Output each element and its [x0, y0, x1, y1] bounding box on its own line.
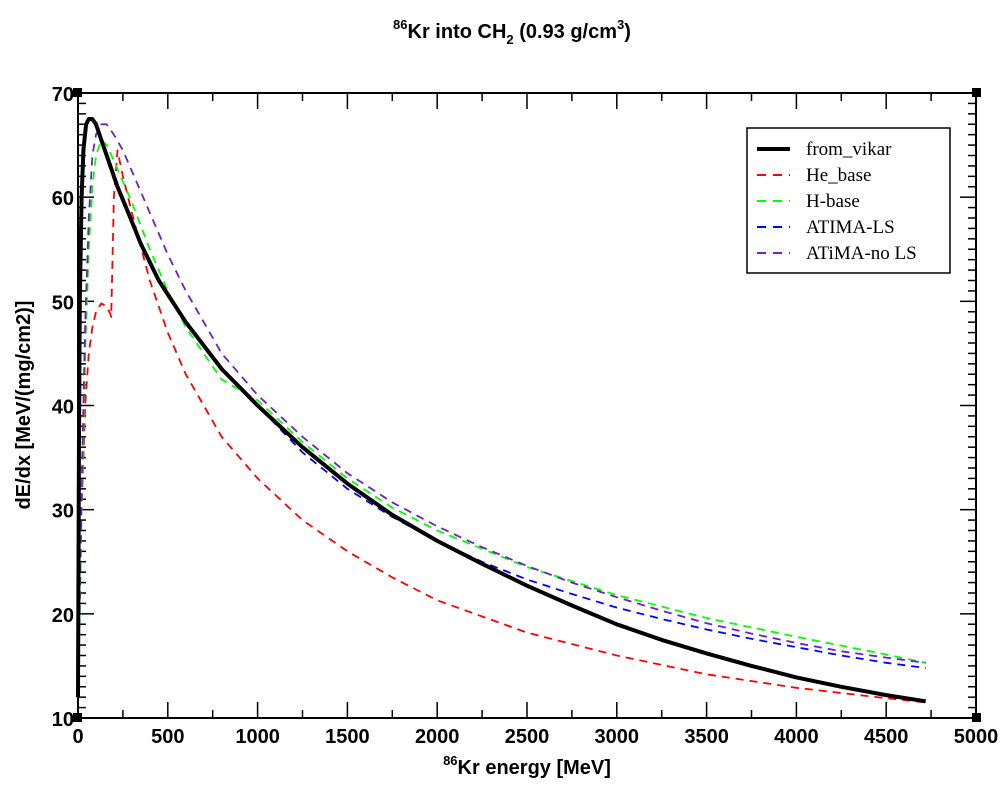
title-superscript: 3 — [617, 17, 624, 32]
series-line-from-vikar — [76, 117, 927, 704]
y-tick-label: 40 — [52, 397, 74, 419]
corner-marker-bottom-right — [972, 713, 981, 722]
axis-tick-labels: 0 500 1000 1500 2000 2500 3000 3500 4000 4500 5000… — [52, 84, 999, 748]
y-tick-label: 10 — [52, 709, 74, 731]
legend-label: H-base — [806, 191, 860, 212]
x-tick-label: 4000 — [774, 726, 819, 748]
y-tick-label: 70 — [52, 84, 74, 106]
y-axis-title: dE/dx [MeV/(mg/cm2)] — [13, 301, 35, 510]
corner-marker-top-right — [972, 88, 981, 97]
x-axis-title-mass-number: 86 — [443, 753, 457, 768]
x-tick-label: 0 — [72, 726, 83, 748]
legend-label: from_vikar — [806, 139, 892, 160]
series-line-atima-ls — [221, 368, 926, 669]
x-tick-label: 500 — [151, 726, 184, 748]
x-tick-label: 1500 — [325, 726, 370, 748]
chart-title: 86Kr into CH2 (0.93 g/cm3) — [393, 17, 631, 47]
title-mass-number: 86 — [393, 17, 407, 32]
x-axis-title: 86Kr energy [MeV] — [443, 753, 611, 779]
x-tick-label: 1000 — [235, 726, 280, 748]
y-tick-label: 30 — [52, 501, 74, 523]
y-tick-label: 20 — [52, 605, 74, 627]
series-layer — [76, 117, 927, 704]
legend-label: He_base — [806, 165, 871, 186]
x-tick-label: 4500 — [864, 726, 909, 748]
title-subscript: 2 — [506, 32, 513, 47]
legend: from_vikar He_base H-base ATIMA-LS ATiMA-no … — [746, 127, 951, 274]
corner-marker-top-left — [73, 88, 82, 97]
x-tick-label: 5000 — [954, 726, 999, 748]
legend-label: ATIMA-LS — [806, 217, 895, 238]
y-tick-label: 50 — [52, 292, 74, 314]
x-tick-label: 3000 — [595, 726, 640, 748]
legend-label: ATiMA-no LS — [806, 243, 917, 264]
title-middle: (0.93 g/cm — [514, 21, 617, 43]
x-tick-label: 3500 — [684, 726, 729, 748]
y-tick-label: 60 — [52, 188, 74, 210]
corner-marker-bottom-left — [73, 713, 82, 722]
x-axis-title-text: Kr energy [MeV] — [458, 757, 611, 779]
x-tick-label: 2000 — [415, 726, 460, 748]
title-prefix: Kr into CH — [408, 21, 507, 43]
title-suffix: ) — [624, 21, 631, 43]
x-tick-label: 2500 — [505, 726, 550, 748]
